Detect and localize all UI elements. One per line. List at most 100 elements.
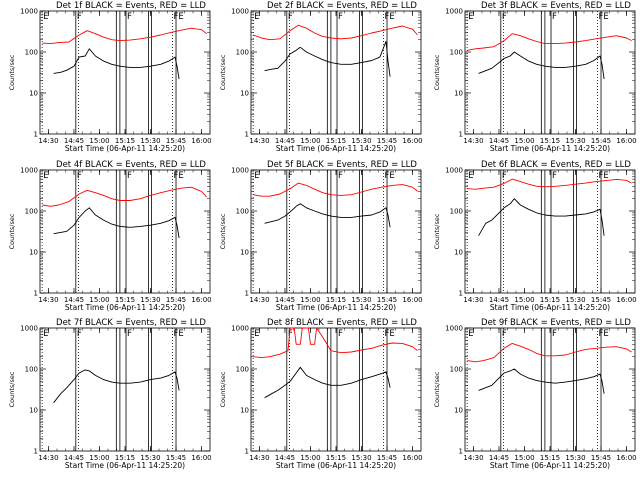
x-axis-label: Start Time (06-Apr-11 14:25:20) (276, 144, 396, 153)
x-axis-label: Start Time (06-Apr-11 14:25:20) (276, 303, 396, 312)
x-tick-label: 15:00 (89, 454, 109, 462)
x-tick-label: 15:30 (351, 296, 371, 304)
y-tick-label: 10 (240, 90, 249, 98)
x-axis-label: Start Time (06-Apr-11 14:25:20) (490, 303, 610, 312)
events-series-line (53, 207, 180, 239)
x-tick-label: 15:15 (326, 137, 346, 145)
x-axis-label: Start Time (06-Apr-11 14:25:20) (65, 461, 185, 470)
event-marker-label: FE (598, 171, 608, 181)
x-tick-label: 15:30 (565, 137, 585, 145)
y-tick-label: 100 (236, 366, 249, 374)
event-marker-label: E (43, 12, 48, 22)
event-marker-label: F (288, 12, 293, 22)
y-tick-label: 1000 (20, 8, 38, 16)
plot-frame (464, 169, 636, 294)
event-marker-label: F (288, 171, 293, 181)
y-tick-label: 10 (240, 249, 249, 257)
event-marker-label: F (77, 171, 82, 181)
lld-series-line (467, 342, 632, 363)
x-tick-label: 14:30 (38, 454, 58, 462)
y-axis-label: Counts/sec (219, 371, 227, 407)
x-tick-label: 14:45 (64, 137, 84, 145)
x-axis-label: Start Time (06-Apr-11 14:25:20) (65, 144, 185, 153)
event-marker-label: E (468, 329, 473, 339)
events-series-line (53, 369, 180, 404)
y-tick-label: 100 (25, 208, 38, 216)
lld-series-line (467, 33, 632, 51)
panel-title: Det 5f BLACK = Events, RED = LLD (267, 160, 417, 170)
y-tick-label: 100 (450, 49, 463, 57)
x-tick-label: 16:00 (402, 454, 422, 462)
y-tick-label: 1000 (20, 167, 38, 175)
event-marker-label: F (288, 329, 293, 339)
y-tick-label: 1 (459, 448, 463, 456)
event-marker-label: F (552, 12, 557, 22)
detector-panel-2: Det 2f BLACK = Events, RED = LLD Counts/s… (219, 1, 423, 153)
panel-title: Det 6f BLACK = Events, RED = LLD (481, 160, 631, 170)
x-tick-label: 14:45 (64, 296, 84, 304)
y-axis-label: Counts/sec (219, 213, 227, 249)
events-series-line (478, 51, 605, 80)
x-tick-label: 16:00 (402, 137, 422, 145)
event-marker-label: F (502, 329, 507, 339)
y-axis-label: Counts/sec (433, 54, 441, 90)
x-tick-label: 14:30 (463, 137, 483, 145)
x-tick-label: 14:45 (489, 296, 509, 304)
y-tick-label: 1 (245, 290, 249, 298)
x-tick-label: 15:30 (140, 296, 160, 304)
events-series-line (264, 366, 391, 399)
x-tick-label: 15:00 (300, 296, 320, 304)
event-marker-label: F (502, 171, 507, 181)
y-axis-label: Counts/sec (8, 54, 16, 90)
y-tick-label: 100 (236, 208, 249, 216)
panel-title: Det 2f BLACK = Events, RED = LLD (267, 1, 417, 11)
event-marker-label: F (127, 171, 132, 181)
x-tick-label: 15:30 (140, 454, 160, 462)
detector-panel-5: Det 5f BLACK = Events, RED = LLD Counts/s… (219, 160, 423, 312)
x-tick-label: 15:15 (326, 296, 346, 304)
x-tick-label: 15:15 (326, 454, 346, 462)
x-tick-label: 16:00 (191, 296, 211, 304)
x-tick-label: 14:30 (463, 296, 483, 304)
y-tick-label: 100 (450, 208, 463, 216)
x-tick-label: 14:45 (275, 296, 295, 304)
x-tick-label: 14:45 (275, 454, 295, 462)
x-tick-label: 15:30 (351, 137, 371, 145)
event-marker-label: FE (173, 12, 183, 22)
event-marker-label: F (77, 12, 82, 22)
y-tick-label: 100 (236, 49, 249, 57)
y-tick-label: 10 (29, 407, 38, 415)
plot-frame (464, 327, 636, 452)
event-marker-label: F (127, 12, 132, 22)
x-tick-label: 14:30 (463, 454, 483, 462)
x-tick-label: 15:00 (89, 137, 109, 145)
x-axis-label: Start Time (06-Apr-11 14:25:20) (490, 461, 610, 470)
y-tick-label: 10 (240, 407, 249, 415)
event-marker-label: E (254, 329, 259, 339)
y-tick-label: 10 (454, 249, 463, 257)
x-tick-label: 14:45 (275, 137, 295, 145)
x-tick-label: 14:45 (489, 454, 509, 462)
y-tick-label: 10 (454, 90, 463, 98)
y-tick-label: 10 (29, 90, 38, 98)
event-marker-label: F (127, 329, 132, 339)
panel-title: Det 4f BLACK = Events, RED = LLD (56, 160, 206, 170)
detector-panel-4: Det 4f BLACK = Events, RED = LLD Counts/s… (8, 160, 212, 312)
y-tick-label: 100 (25, 49, 38, 57)
y-tick-label: 1000 (445, 167, 463, 175)
y-tick-label: 100 (450, 366, 463, 374)
lld-series-line (253, 24, 418, 41)
x-tick-label: 15:15 (115, 454, 135, 462)
events-series-line (478, 198, 605, 236)
x-tick-label: 15:00 (300, 137, 320, 145)
x-tick-label: 16:00 (191, 454, 211, 462)
event-marker-label: FE (384, 12, 394, 22)
panel-title: Det 7f BLACK = Events, RED = LLD (56, 318, 206, 328)
panel-title: Det 3f BLACK = Events, RED = LLD (481, 1, 631, 11)
event-marker-label: E (468, 171, 473, 181)
event-marker-label: E (254, 171, 259, 181)
detector-panel-9: Det 9f BLACK = Events, RED = LLD Counts/s… (433, 318, 637, 470)
event-marker-label: FE (384, 171, 394, 181)
detector-panel-6: Det 6f BLACK = Events, RED = LLD Counts/s… (433, 160, 637, 312)
panel-title: Det 8f BLACK = Events, RED = LLD (267, 318, 417, 328)
